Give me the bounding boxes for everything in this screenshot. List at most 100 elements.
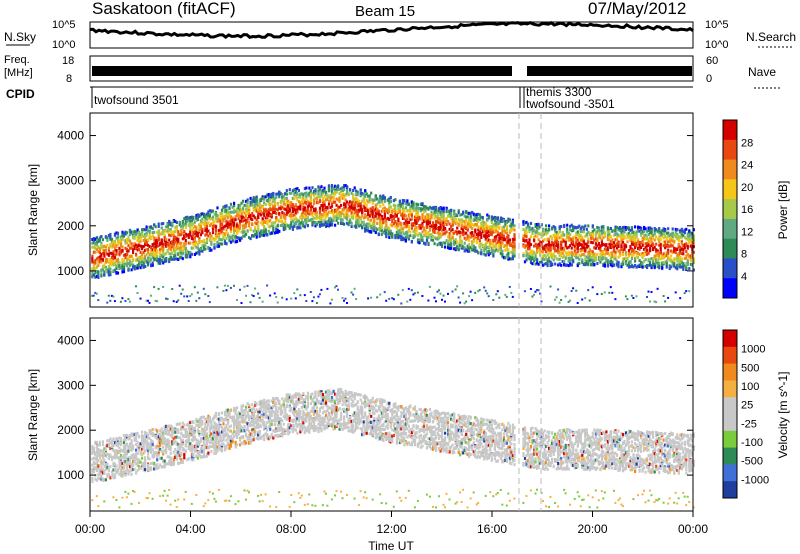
heatmap-cell: [190, 228, 193, 232]
heatmap-cell: [572, 287, 575, 290]
heatmap-cell: [128, 254, 132, 258]
heatmap-cell: [285, 205, 288, 209]
heatmap-cell: [545, 243, 548, 247]
heatmap-cell: [130, 255, 133, 259]
heatmap-cell: [566, 232, 569, 236]
heatmap-cell: [125, 262, 129, 266]
heatmap-cell: [456, 240, 459, 244]
heatmap-cell: [216, 232, 219, 236]
heatmap-cell: [406, 300, 409, 303]
heatmap-cell: [599, 236, 602, 240]
heatmap-cell: [593, 259, 596, 263]
heatmap-cell: [570, 255, 573, 258]
heatmap-cell: [101, 251, 104, 255]
heatmap-cell: [251, 198, 254, 202]
heatmap-cell: [100, 274, 103, 278]
heatmap-cell: [621, 262, 625, 266]
heatmap-cell: [186, 254, 189, 258]
heatmap-cell: [107, 271, 110, 275]
heatmap-cell: [214, 212, 218, 215]
heatmap-cell: [154, 299, 157, 302]
heatmap-cell: [321, 223, 325, 227]
heatmap-cell: [391, 210, 394, 213]
heatmap-cell: [419, 238, 423, 242]
heatmap-cell: [567, 251, 570, 255]
heatmap-cell: [539, 225, 542, 229]
heatmap-cell: [558, 250, 561, 254]
heatmap-cell: [95, 242, 98, 246]
heatmap-cell: [302, 202, 305, 206]
heatmap-cell: [444, 226, 447, 230]
heatmap-cell: [581, 235, 584, 239]
heatmap-cell: [438, 226, 441, 229]
heatmap-cell: [107, 294, 110, 297]
heatmap-cell: [370, 218, 373, 222]
nave-tick-top: 60: [706, 55, 718, 67]
heatmap-cell: [627, 261, 631, 265]
heatmap-cell: [356, 190, 359, 194]
nave-tick-bottom: 0: [706, 73, 712, 85]
heatmap-cell: [549, 285, 552, 288]
heatmap-cell: [609, 260, 612, 264]
heatmap-cell: [153, 253, 156, 257]
heatmap-cell: [225, 224, 228, 228]
heatmap-cell: [564, 244, 567, 248]
heatmap-cell: [302, 205, 305, 209]
heatmap-cell: [496, 232, 499, 236]
heatmap-cell: [116, 263, 120, 267]
heatmap-cell: [101, 238, 104, 242]
heatmap-cell: [341, 209, 344, 213]
heatmap-cell: [504, 244, 507, 248]
heatmap-cell: [332, 213, 335, 217]
heatmap-cell: [356, 208, 359, 212]
heatmap-cell: [549, 248, 552, 252]
heatmap-cell: [554, 226, 557, 230]
heatmap-cell: [441, 245, 444, 248]
heatmap-cell: [327, 188, 331, 192]
heatmap-cell: [344, 297, 347, 300]
heatmap-cell: [201, 249, 204, 253]
heatmap-cell: [285, 201, 288, 205]
heatmap-cell: [444, 241, 447, 245]
heatmap-cell: [578, 241, 581, 245]
heatmap-cell: [490, 242, 493, 246]
heatmap-cell: [534, 258, 537, 262]
heatmap-cell: [480, 221, 483, 225]
heatmap-cell: [600, 225, 603, 229]
heatmap-cell: [323, 210, 326, 214]
heatmap-cell: [389, 232, 392, 235]
heatmap-cell: [507, 257, 510, 261]
heatmap-cell: [337, 205, 340, 209]
heatmap-cell: [136, 266, 139, 270]
heatmap-cell: [394, 207, 397, 211]
heatmap-cell: [321, 206, 325, 210]
heatmap-cell: [391, 220, 394, 224]
heatmap-cell: [627, 254, 631, 258]
heatmap-cell: [385, 220, 388, 224]
heatmap-cell: [184, 251, 187, 254]
heatmap-cell: [110, 294, 113, 297]
heatmap-cell: [456, 285, 459, 288]
heatmap-cell: [618, 249, 622, 253]
heatmap-cell: [428, 221, 432, 225]
heatmap-cell: [281, 219, 284, 223]
heatmap-cell: [309, 208, 312, 212]
heatmap-cell: [536, 251, 539, 254]
heatmap-cell: [335, 285, 338, 288]
heatmap-cell: [612, 249, 616, 253]
heatmap-cell: [626, 298, 629, 301]
heatmap-cell: [486, 235, 489, 238]
heatmap-cell: [110, 237, 114, 241]
heatmap-cell: [385, 231, 388, 235]
heatmap-cell: [422, 241, 426, 245]
heatmap-cell: [540, 231, 543, 235]
heatmap-cell: [409, 298, 412, 301]
heatmap-cell: [401, 237, 404, 241]
heatmap-cell: [192, 230, 195, 234]
heatmap-cell: [545, 224, 548, 228]
heatmap-cell: [168, 243, 171, 247]
heatmap-cell: [397, 203, 400, 207]
heatmap-cell: [419, 209, 423, 213]
heatmap-cell: [157, 238, 160, 242]
heatmap-cell: [585, 260, 588, 264]
